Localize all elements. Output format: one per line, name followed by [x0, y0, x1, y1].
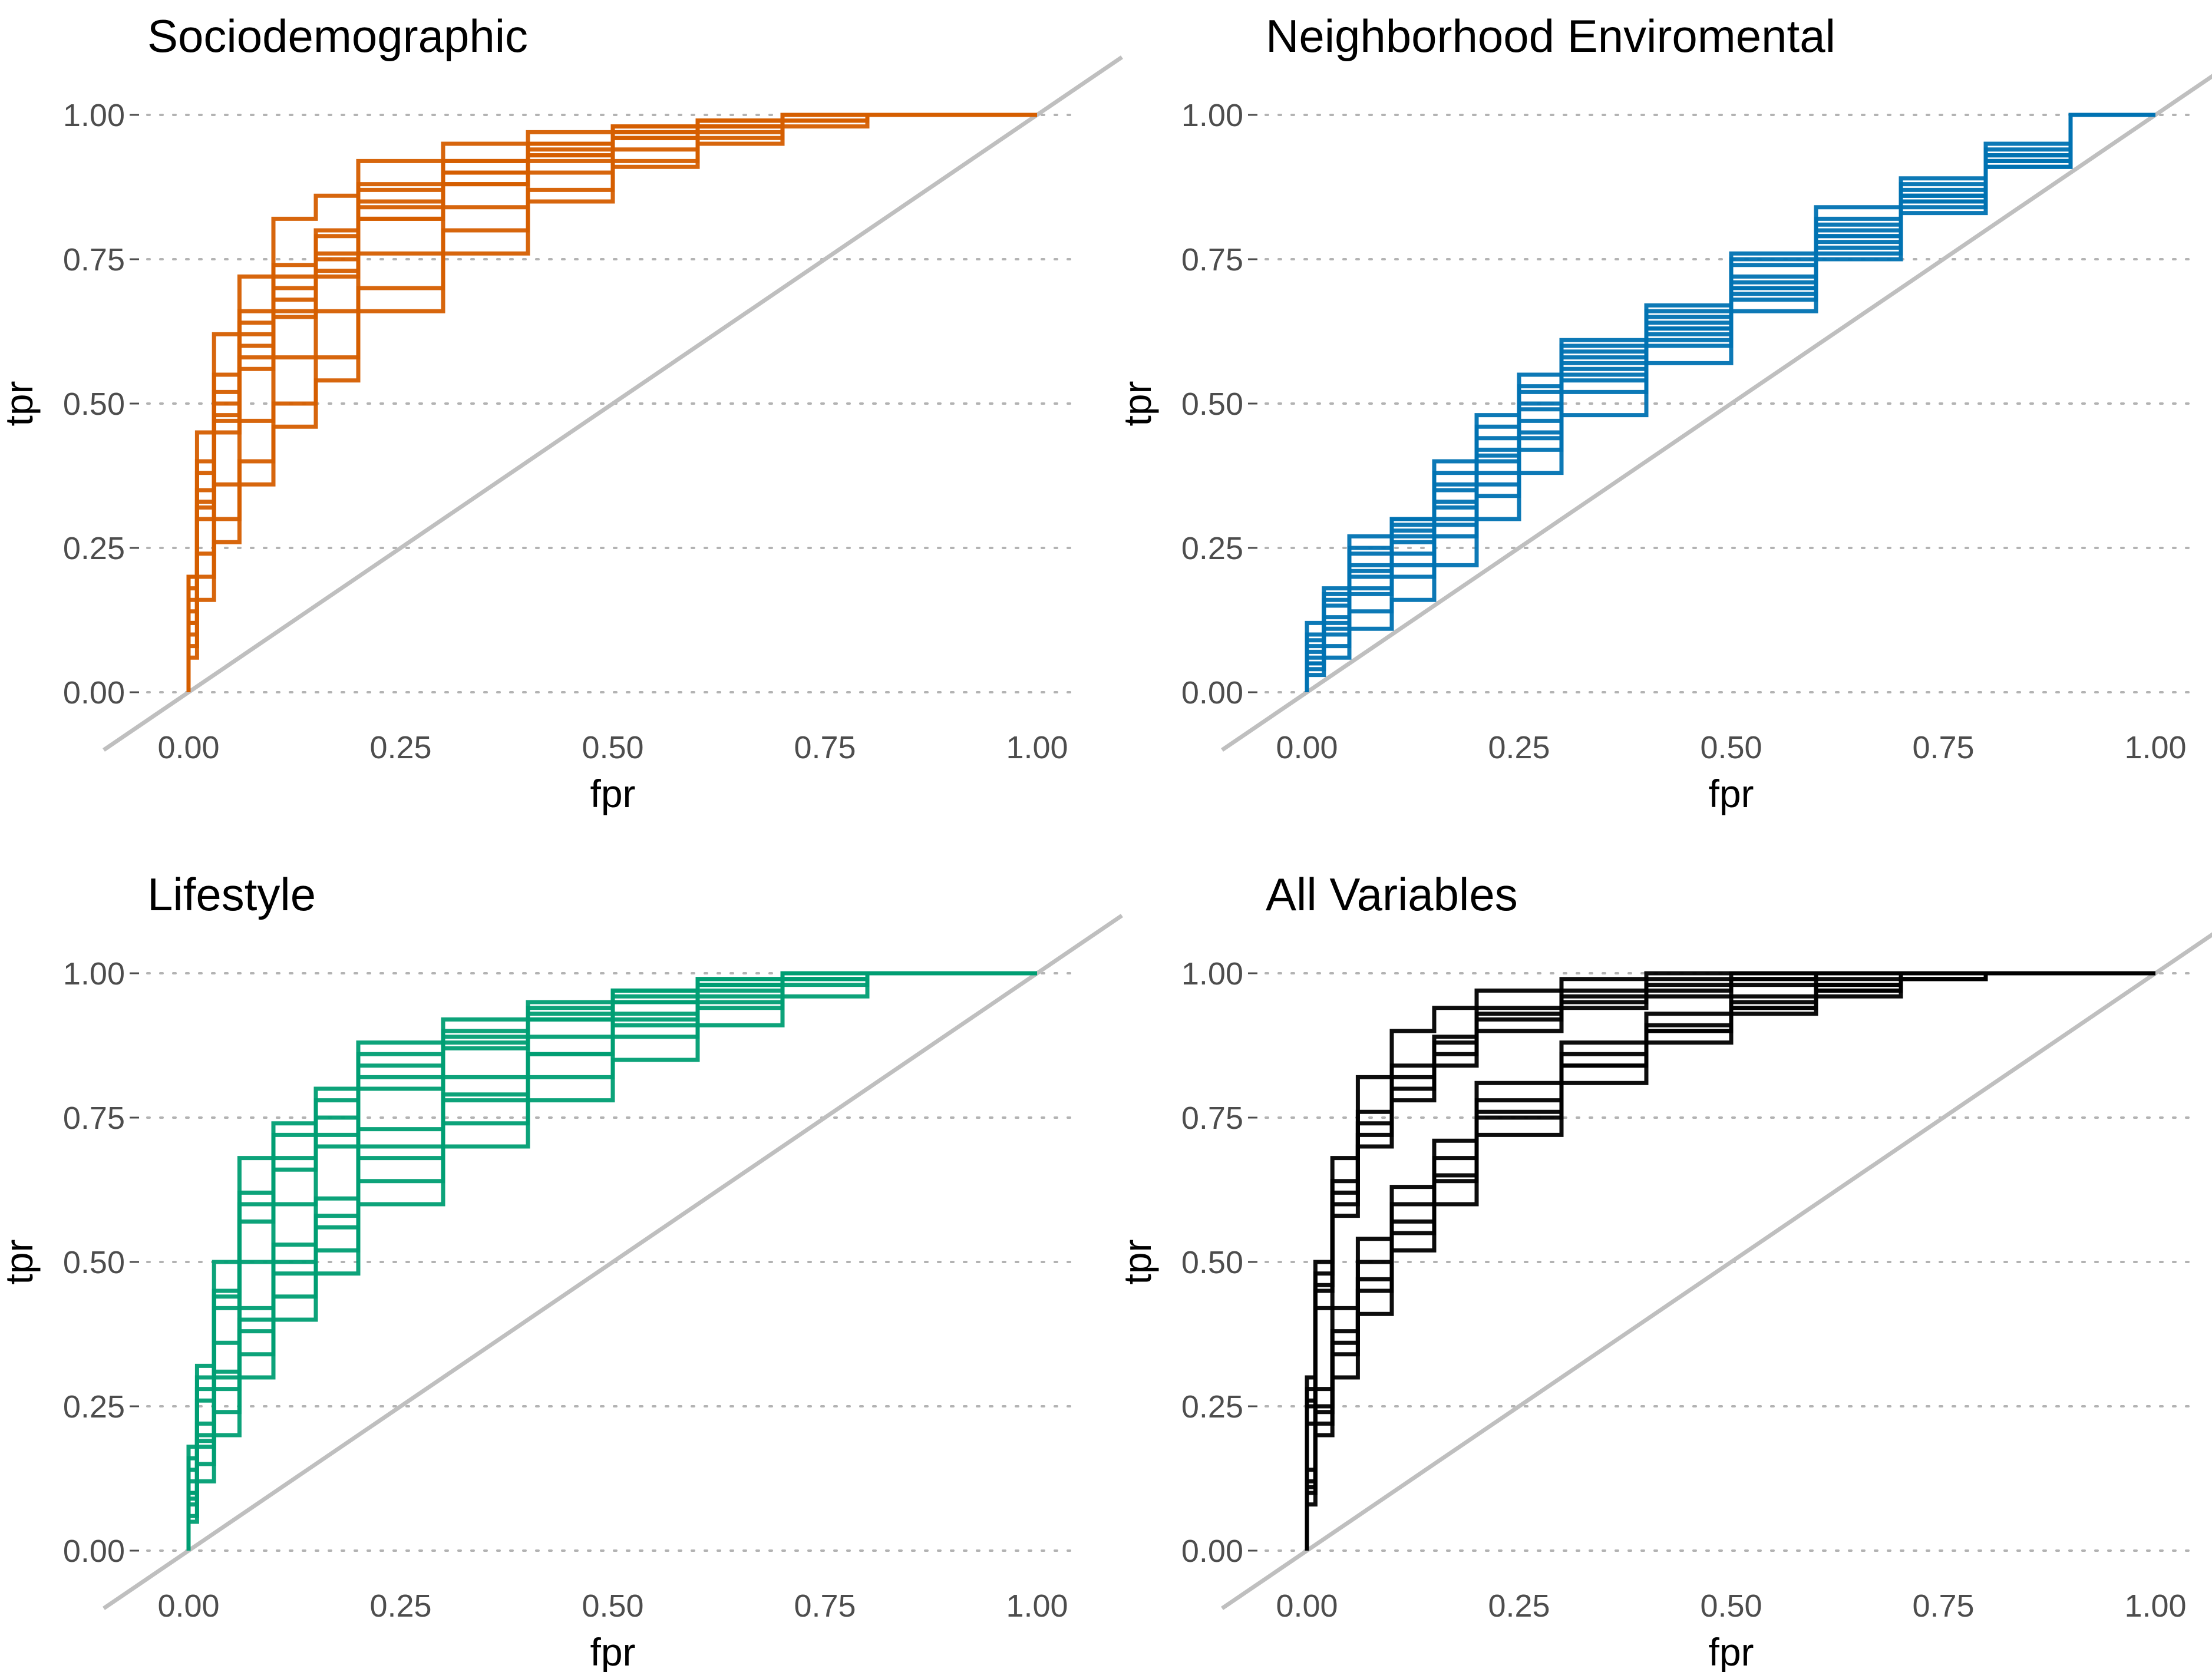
x-tick-label: 0.00 — [1276, 1588, 1338, 1624]
panel-title: Sociodemographic — [147, 10, 528, 62]
x-tick-label: 0.75 — [794, 730, 856, 765]
reference-diagonal-line — [103, 55, 1123, 752]
roc-curve-fold-8 — [186, 971, 1037, 1551]
x-tick-label: 0.75 — [1912, 730, 1974, 765]
roc-curve-fold-6 — [186, 113, 1037, 692]
roc-curve-fold-10 — [186, 113, 1037, 692]
reference-diagonal-line — [1221, 932, 2212, 1610]
reference-diagonal-line — [1221, 74, 2212, 752]
x-axis-label: fpr — [1708, 1630, 1754, 1672]
panel-all-variables: All Variables 0.00 0.25 0.50 0.75 1.00 0.00 0.2… — [1115, 868, 2212, 1672]
roc-curve-fold-10 — [1305, 113, 2155, 692]
y-tick-label: 0.25 — [1181, 531, 1243, 566]
y-axis-label: tpr — [1115, 381, 1159, 426]
x-tick-label: 0.75 — [1912, 1588, 1974, 1624]
y-tick-label: 0.75 — [63, 1101, 125, 1136]
x-tick-label: 0.25 — [369, 1588, 431, 1624]
roc-curve-fold-10 — [186, 971, 1037, 1551]
x-tick-label: 1.00 — [1006, 730, 1068, 765]
y-tick-label: 1.00 — [63, 956, 125, 992]
roc-curve-fold-10 — [1305, 971, 2155, 1551]
x-tick-label: 0.00 — [157, 730, 219, 765]
y-tick-label: 1.00 — [1181, 98, 1243, 133]
x-tick-label: 1.00 — [2124, 1588, 2186, 1624]
panel-title: Lifestyle — [147, 868, 316, 920]
y-tick-label: 0.00 — [1181, 675, 1243, 711]
x-tick-label: 0.75 — [794, 1588, 856, 1624]
y-tick-label: 0.00 — [63, 675, 125, 711]
y-axis-label: tpr — [0, 381, 41, 426]
x-tick-label: 0.50 — [1700, 730, 1762, 765]
panel-sociodemographic: Sociodemographic 0.00 0.25 0.50 0.75 1.00 0.00… — [0, 10, 1123, 815]
x-tick-label: 0.50 — [1700, 1588, 1762, 1624]
x-tick-label: 0.25 — [1488, 1588, 1550, 1624]
x-tick-label: 0.25 — [1488, 730, 1550, 765]
x-axis-label: fpr — [590, 772, 635, 815]
roc-curve-fold-9 — [1305, 971, 2155, 1551]
x-tick-label: 0.25 — [369, 730, 431, 765]
panel-title: Neighborhood Enviromental — [1266, 10, 1835, 62]
y-axis-label: tpr — [0, 1239, 41, 1284]
y-tick-label: 0.75 — [63, 242, 125, 277]
panel-neighborhood-enviromental: Neighborhood Enviromental 0.00 0.25 0.50 0.7… — [1115, 10, 2212, 815]
y-axis-label: tpr — [1115, 1239, 1159, 1284]
y-tick-label: 0.50 — [63, 386, 125, 422]
y-tick-label: 1.00 — [63, 98, 125, 133]
y-tick-label: 0.25 — [63, 1389, 125, 1425]
x-tick-label: 0.00 — [157, 1588, 219, 1624]
x-tick-label: 0.00 — [1276, 730, 1338, 765]
y-tick-label: 0.50 — [1181, 386, 1243, 422]
y-tick-label: 0.75 — [1181, 1101, 1243, 1136]
y-tick-label: 0.25 — [1181, 1389, 1243, 1425]
panel-title: All Variables — [1266, 868, 1518, 920]
y-tick-label: 0.25 — [63, 531, 125, 566]
y-tick-label: 0.75 — [1181, 242, 1243, 277]
y-tick-label: 0.50 — [63, 1245, 125, 1280]
x-tick-label: 0.50 — [582, 1588, 643, 1624]
reference-diagonal-line — [103, 914, 1123, 1610]
x-tick-label: 1.00 — [1006, 1588, 1068, 1624]
y-tick-label: 0.00 — [1181, 1534, 1243, 1569]
y-tick-label: 0.50 — [1181, 1245, 1243, 1280]
panel-lifestyle: Lifestyle 0.00 0.25 0.50 0.75 1.00 0.00 0.25 0.5… — [0, 868, 1123, 1672]
y-tick-label: 0.00 — [63, 1534, 125, 1569]
x-axis-label: fpr — [590, 1630, 635, 1672]
x-axis-label: fpr — [1708, 772, 1754, 815]
y-tick-label: 1.00 — [1181, 956, 1243, 992]
x-tick-label: 1.00 — [2124, 730, 2186, 765]
roc-curve-fold-7 — [1305, 113, 2155, 692]
x-tick-label: 0.50 — [582, 730, 643, 765]
